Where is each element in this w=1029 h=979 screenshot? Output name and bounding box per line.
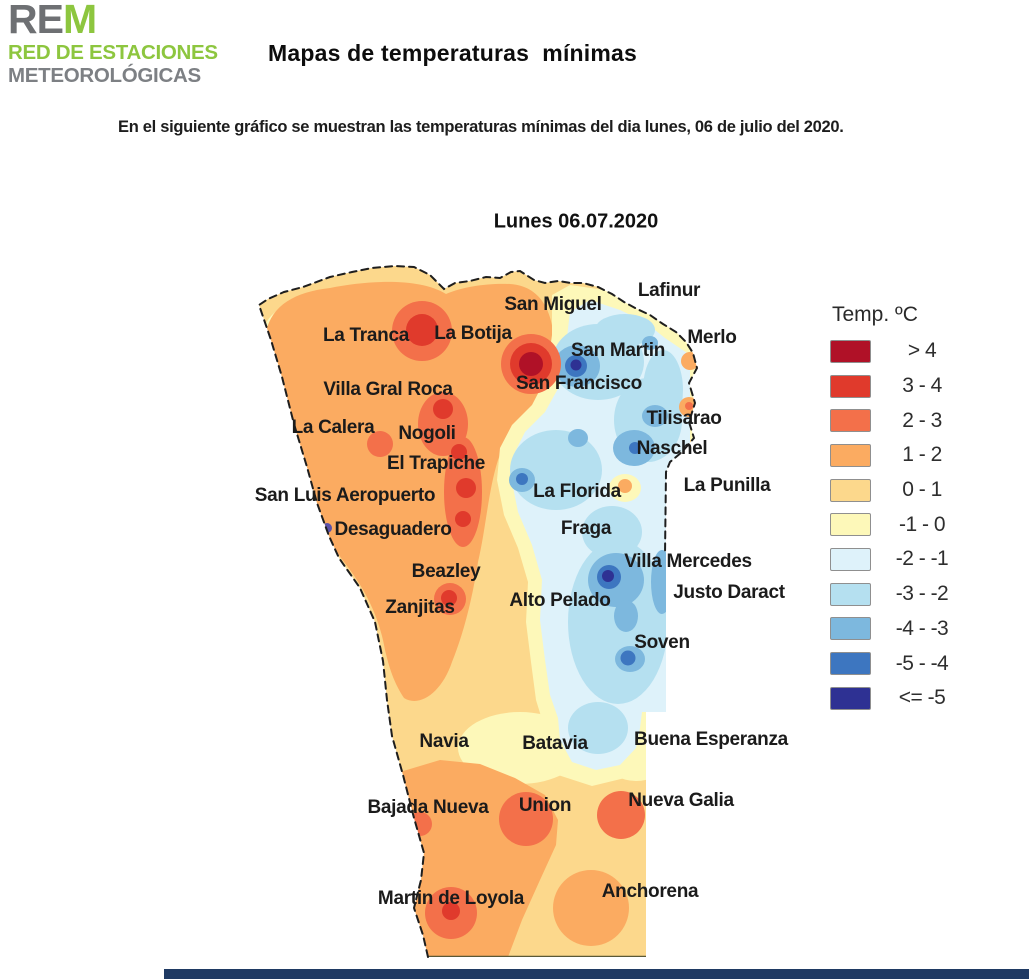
legend-row: -1 - 0 — [830, 507, 961, 542]
station-label: La Calera — [291, 417, 375, 438]
station-label: San Luis Aeropuerto — [254, 485, 436, 506]
station-label: Desaguadero — [334, 519, 452, 540]
legend-swatch — [830, 617, 871, 641]
legend-row: 2 - 3 — [830, 403, 961, 438]
intro-text: En el siguiente gráfico se muestran las … — [118, 118, 844, 136]
station-label: Fraga — [560, 518, 612, 539]
legend-label: 0 - 1 — [902, 478, 942, 502]
temperature-legend: Temp. ºC > 4 3 - 4 2 - 3 1 - 2 0 - 1 -1 - 0 -2… — [830, 303, 961, 716]
legend-label: <= -5 — [898, 686, 946, 710]
legend-row: -3 - -2 — [830, 577, 961, 612]
station-label: San Francisco — [516, 373, 642, 394]
station-label: San Miguel — [504, 294, 602, 315]
station-label: Naschel — [636, 438, 708, 459]
station-label: Alto Pelado — [509, 590, 611, 611]
legend-row: -5 - -4 — [830, 646, 961, 681]
logo-text-gray: RE — [8, 0, 64, 42]
station-label: Beazley — [411, 561, 481, 582]
station-label: Soven — [634, 632, 690, 653]
legend-row: > 4 — [830, 334, 961, 369]
legend-label: -1 - 0 — [898, 512, 946, 536]
legend-swatch — [830, 339, 871, 363]
map-title: Lunes 06.07.2020 — [493, 210, 659, 233]
station-label: Bajada Nueva — [367, 797, 489, 818]
legend-label: -5 - -4 — [895, 651, 949, 675]
legend-swatch — [830, 686, 871, 710]
legend-swatch — [830, 547, 871, 571]
legend-row: -4 - -3 — [830, 612, 961, 647]
station-label: La Punilla — [683, 475, 771, 496]
legend-label: > 4 — [907, 339, 937, 363]
station-label: Villa Mercedes — [624, 551, 752, 572]
station-dot — [380, 819, 390, 829]
legend-title: Temp. ºC — [832, 303, 918, 326]
legend-swatch — [830, 374, 871, 398]
legend-swatch — [830, 478, 871, 502]
legend-label: 2 - 3 — [902, 408, 942, 432]
station-label: Union — [518, 795, 572, 816]
legend-swatch — [830, 652, 871, 676]
legend-row: 1 - 2 — [830, 438, 961, 473]
legend-label: -2 - -1 — [895, 547, 949, 571]
legend-swatch — [830, 582, 871, 606]
station-label: Batavia — [522, 733, 588, 754]
province-border — [257, 264, 699, 958]
station-label: La Tranca — [322, 325, 410, 346]
station-label: Tilisarao — [646, 408, 722, 429]
legend-rows: > 4 3 - 4 2 - 3 1 - 2 0 - 1 -1 - 0 -2 - -1 -3 -… — [830, 334, 961, 716]
legend-swatch — [830, 409, 871, 433]
legend-label: -4 - -3 — [895, 616, 949, 640]
legend-row: 0 - 1 — [830, 473, 961, 508]
station-label: Nueva Galia — [628, 790, 734, 811]
logo-line2: METEOROLÓGICAS — [8, 64, 201, 88]
legend-label: 3 - 4 — [902, 374, 942, 398]
bottom-bar — [164, 969, 1029, 979]
legend-row: -2 - -1 — [830, 542, 961, 577]
station-label: Lafinur — [637, 280, 701, 301]
temperature-field — [259, 266, 697, 957]
station-label: Buena Esperanza — [634, 729, 788, 750]
legend-label: -3 - -2 — [895, 582, 949, 606]
station-label: Zanjitas — [385, 597, 455, 618]
legend-row: <= -5 — [830, 681, 961, 716]
station-label: Justo Daract — [673, 582, 785, 603]
station-label: La Florida — [533, 481, 621, 502]
legend-swatch — [830, 443, 871, 467]
page-title: Mapas de temperaturas mínimas — [268, 40, 638, 66]
station-label: Martin de Loyola — [377, 888, 525, 909]
logo-text-green: M — [62, 0, 97, 42]
station-label: El Trapiche — [386, 453, 486, 474]
station-label: Merlo — [687, 327, 737, 348]
station-label: Nogoli — [398, 423, 456, 444]
rem-logo: REM RED DE ESTACIONES METEOROLÓGICAS — [8, 0, 218, 87]
legend-row: 3 - 4 — [830, 369, 961, 404]
station-label: Villa Gral Roca — [323, 379, 453, 400]
legend-swatch — [830, 513, 871, 537]
station-label: San Martin — [570, 340, 666, 361]
station-label: Anchorena — [601, 881, 699, 902]
station-label: Navia — [419, 731, 469, 752]
logo-line1: RED DE ESTACIONES — [8, 40, 218, 64]
rem-logo-brand: REM — [8, 0, 218, 42]
station-label: La Botija — [434, 323, 512, 344]
legend-label: 1 - 2 — [902, 443, 942, 467]
